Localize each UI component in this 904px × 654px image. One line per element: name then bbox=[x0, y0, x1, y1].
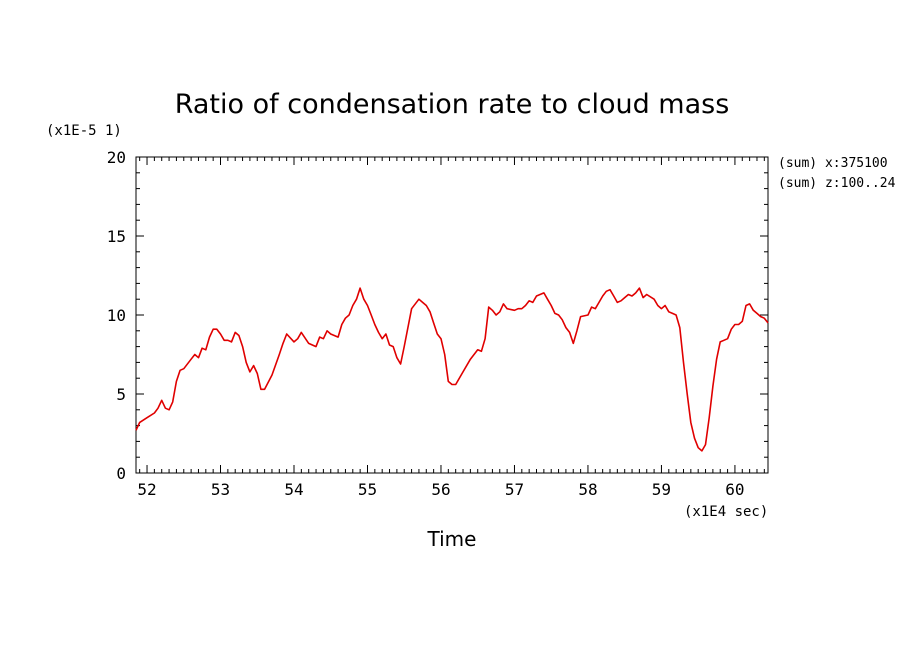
x-scale-label: (x1E4 sec) bbox=[684, 504, 768, 520]
y-tick-label: 10 bbox=[107, 306, 126, 325]
chart-title: Ratio of condensation rate to cloud mass bbox=[175, 89, 730, 120]
y-tick-label: 20 bbox=[107, 148, 126, 167]
x-tick-label: 60 bbox=[725, 480, 744, 499]
x-tick-label: 53 bbox=[211, 480, 230, 499]
series-line bbox=[135, 287, 769, 452]
y-tick-label: 5 bbox=[116, 385, 126, 404]
x-tick-labels: 52 53 54 55 56 57 58 59 60 bbox=[137, 480, 744, 499]
y-scale-label: (x1E-5 1) bbox=[46, 123, 122, 139]
y-tick-label: 15 bbox=[107, 227, 126, 246]
x-tick-label: 52 bbox=[137, 480, 156, 499]
x-tick-label: 58 bbox=[578, 480, 597, 499]
x-tick-label: 56 bbox=[431, 480, 450, 499]
x-tick-label: 57 bbox=[505, 480, 524, 499]
x-axis-label: Time bbox=[427, 527, 477, 551]
annotation-x-range: (sum) x:375100 bbox=[778, 156, 888, 171]
series-layer bbox=[135, 287, 769, 452]
x-tick-label: 55 bbox=[358, 480, 377, 499]
axis-ticks bbox=[136, 156, 768, 474]
annotation-z-range: (sum) z:100..24 bbox=[778, 176, 896, 191]
plot-frame bbox=[135, 156, 769, 474]
x-tick-label: 54 bbox=[284, 480, 303, 499]
y-tick-label: 0 bbox=[116, 464, 126, 483]
x-tick-label: 59 bbox=[652, 480, 671, 499]
y-tick-labels: 0 5 10 15 20 bbox=[107, 148, 126, 483]
